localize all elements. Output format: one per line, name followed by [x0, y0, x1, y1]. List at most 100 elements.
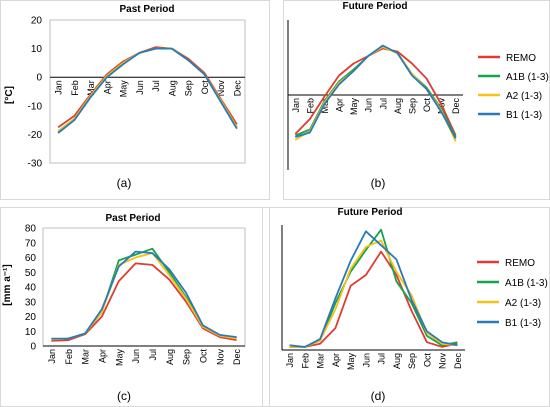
- y-axis-label: [mm a⁻¹]: [2, 264, 13, 305]
- x-tick-label-nov: Nov: [216, 80, 226, 97]
- x-tick-label-apr: Apr: [102, 80, 112, 94]
- x-tick-label-dec: Dec: [453, 353, 463, 370]
- y-tick-label: 20: [31, 16, 43, 27]
- legend: REMO A1B (1-3) A2 (1-3) B1 (1-3): [478, 53, 549, 121]
- x-tick-label-jan: Jan: [54, 80, 64, 95]
- x-tick-label-oct: Oct: [422, 98, 432, 113]
- legend: REMO A1B (1-3) A2 (1-3) B1 (1-3): [477, 258, 548, 329]
- x-tick-label-jan: Jan: [285, 353, 295, 368]
- x-tick-label-feb: Feb: [305, 98, 315, 114]
- x-tick-label-apr: Apr: [335, 98, 345, 112]
- panel-b: Jan Feb Mar Apr May Jun Jul Aug Sep Oct Nov DecFutu…: [283, 0, 550, 200]
- x-tick-label-nov: Nov: [438, 353, 448, 370]
- chart-title: Future Period: [342, 1, 407, 12]
- chart-title: Past Period: [119, 4, 174, 15]
- x-tick-label-dec: Dec: [232, 80, 242, 97]
- y-tick-label: 20: [25, 312, 37, 323]
- series-line-a1b: [57, 47, 238, 133]
- x-tick-label-jun: Jun: [135, 80, 145, 95]
- y-axis-label: [°C]: [4, 86, 15, 104]
- x-tick-label-jun: Jun: [131, 349, 141, 364]
- y-tick-label: -30: [28, 159, 43, 170]
- x-tick-label-nov: Nov: [215, 349, 225, 366]
- x-tick-label-apr: Apr: [97, 349, 107, 363]
- y-tick-label: 70: [25, 238, 37, 249]
- x-tick-label-apr: Apr: [331, 353, 341, 367]
- y-tick-label: 40: [25, 283, 37, 294]
- panel-caption: (a): [117, 176, 132, 190]
- y-tick-label: -10: [28, 101, 43, 112]
- series-line-a1b: [294, 46, 457, 138]
- series-line-remo: [294, 47, 457, 136]
- panel-c: 80 70 60 50 40 30 20 10 0 Jan Feb Mar Apr May Jun Jul Au…: [0, 207, 270, 407]
- x-tick-label-jul: Jul: [377, 353, 387, 365]
- series-line-b1: [295, 44, 457, 139]
- x-tick-label-dec: Dec: [451, 98, 461, 115]
- chart-title: Past Period: [105, 213, 160, 224]
- x-tick-label-feb: Feb: [70, 80, 80, 96]
- x-tick-label-may: May: [346, 353, 356, 371]
- series-line-a1b: [289, 228, 458, 348]
- x-tick-label-sep: Sep: [407, 98, 417, 114]
- legend-label: A2 (1-3): [506, 91, 542, 102]
- x-tick-label-sep: Sep: [184, 80, 194, 96]
- y-tick-label: 50: [25, 268, 37, 279]
- x-tick-label-mar: Mar: [81, 349, 91, 365]
- legend-label: A2 (1-3): [505, 298, 541, 309]
- x-tick-label-mar: Mar: [320, 98, 330, 114]
- x-tick-label-oct: Oct: [198, 349, 208, 364]
- panel-caption: (c): [117, 389, 131, 403]
- x-tick-label-feb: Feb: [300, 353, 310, 369]
- y-tick-label: 10: [31, 44, 43, 55]
- x-tick-label-feb: Feb: [64, 349, 74, 365]
- x-tick-label-aug: Aug: [392, 353, 402, 369]
- x-tick-label-jul: Jul: [148, 349, 158, 361]
- x-tick-label-mar: Mar: [86, 80, 96, 96]
- x-tick-label-may: May: [114, 349, 124, 367]
- x-tick-label-aug: Aug: [165, 349, 175, 365]
- x-tick-label-aug: Aug: [167, 80, 177, 96]
- panel-caption: (d): [371, 389, 386, 403]
- y-tick-label: 30: [25, 297, 37, 308]
- x-tick-label-mar: Mar: [316, 353, 326, 369]
- panel-frame: [0, 0, 270, 200]
- series-line-b1: [57, 47, 238, 134]
- y-tick-label: 0: [36, 73, 42, 84]
- legend-label: REMO: [505, 258, 535, 269]
- series-line-a2: [51, 252, 237, 341]
- series-line-a2: [57, 47, 238, 133]
- panel-a: 20 10 0 -10 -20 -30 Jan Feb Mar Apr May Jun Jul Aug Se…: [0, 0, 270, 200]
- x-tick-label-dec: Dec: [232, 349, 242, 366]
- series-line-b1: [289, 230, 458, 348]
- panel-d: Jan Feb Mar Apr May Jun Jul Aug Sep Oct Nov Dec Futu…: [262, 207, 550, 407]
- plot-area: [42, 227, 246, 347]
- series-line-a2: [289, 239, 458, 348]
- x-tick-label-jun: Jun: [361, 353, 371, 368]
- y-tick-label: 0: [30, 342, 36, 353]
- y-tick-label: 80: [25, 224, 37, 235]
- x-tick-label-jul: Jul: [378, 98, 388, 110]
- legend-label: B1 (1-3): [505, 318, 541, 329]
- legend-label: B1 (1-3): [506, 110, 542, 121]
- x-tick-label-jan: Jan: [47, 349, 57, 364]
- x-tick-label-oct: Oct: [200, 80, 210, 95]
- x-tick-label-sep: Sep: [182, 349, 192, 365]
- x-tick-label-oct: Oct: [422, 353, 432, 368]
- x-tick-label-jul: Jul: [151, 80, 161, 92]
- x-tick-label-sep: Sep: [407, 353, 417, 369]
- series-line-remo: [289, 250, 458, 348]
- chart-title: Future Period: [337, 207, 402, 218]
- series-line-b1: [51, 250, 237, 340]
- plot-area: [49, 19, 246, 164]
- panel-caption: (b): [371, 176, 386, 190]
- y-tick-label: 10: [25, 327, 37, 338]
- panel-frame: [0, 207, 270, 407]
- x-tick-label-may: May: [349, 98, 359, 116]
- x-tick-label-jun: Jun: [364, 98, 374, 113]
- y-tick-label: -20: [28, 130, 43, 141]
- legend-label: A1B (1-3): [505, 278, 548, 289]
- legend-label: A1B (1-3): [506, 72, 549, 83]
- x-tick-label-aug: Aug: [393, 98, 403, 114]
- series-line-a1b: [51, 247, 237, 341]
